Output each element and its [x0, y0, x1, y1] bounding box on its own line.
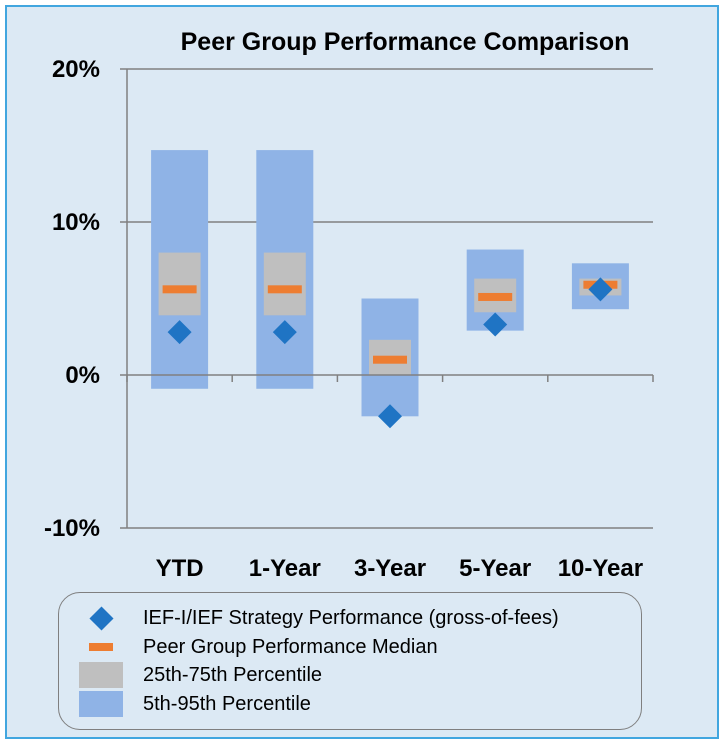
x-category-label: 10-Year: [558, 555, 643, 582]
strategy-point: [588, 277, 613, 302]
blue-box-icon: [79, 691, 123, 717]
x-category-label: YTD: [156, 555, 204, 582]
y-tick-label: -10%: [44, 515, 100, 542]
diamond-icon: [88, 605, 114, 631]
strategy-point: [167, 320, 192, 345]
x-axis-category-labels: YTD 1-Year 3-Year 5-Year 10-Year: [156, 555, 644, 582]
legend-label: Peer Group Performance Median: [143, 635, 438, 658]
y-tick-label: 0%: [65, 362, 100, 389]
strategy-point: [378, 404, 402, 429]
strategy-point: [272, 320, 297, 345]
median-marker: [373, 355, 407, 364]
y-tick-label: 20%: [52, 56, 100, 83]
axes: [120, 68, 654, 529]
gridlines: [127, 68, 653, 529]
range-box-25-75: [263, 252, 306, 316]
plot-area: [151, 150, 629, 429]
median-bar-icon: [89, 643, 113, 651]
grey-box-icon: [79, 662, 123, 688]
legend: IEF-I/IEF Strategy Performance (gross-of…: [58, 592, 642, 730]
median-marker: [162, 285, 197, 294]
x-category-label: 3-Year: [354, 555, 426, 582]
chart-title: Peer Group Performance Comparison: [181, 28, 630, 56]
legend-label: IEF-I/IEF Strategy Performance (gross-of…: [143, 606, 559, 629]
legend-label: 25th-75th Percentile: [143, 663, 323, 686]
range-box-25-75: [158, 252, 201, 316]
x-category-label: 5-Year: [459, 555, 531, 582]
median-marker: [478, 292, 513, 301]
legend-label: 5th-95th Percentile: [143, 692, 311, 715]
x-category-label: 1-Year: [249, 555, 321, 582]
strategy-point: [483, 312, 508, 337]
median-marker: [267, 285, 302, 294]
y-axis-tick-labels: 20% 10% 0% -10%: [44, 56, 100, 542]
y-tick-label: 10%: [52, 209, 100, 236]
